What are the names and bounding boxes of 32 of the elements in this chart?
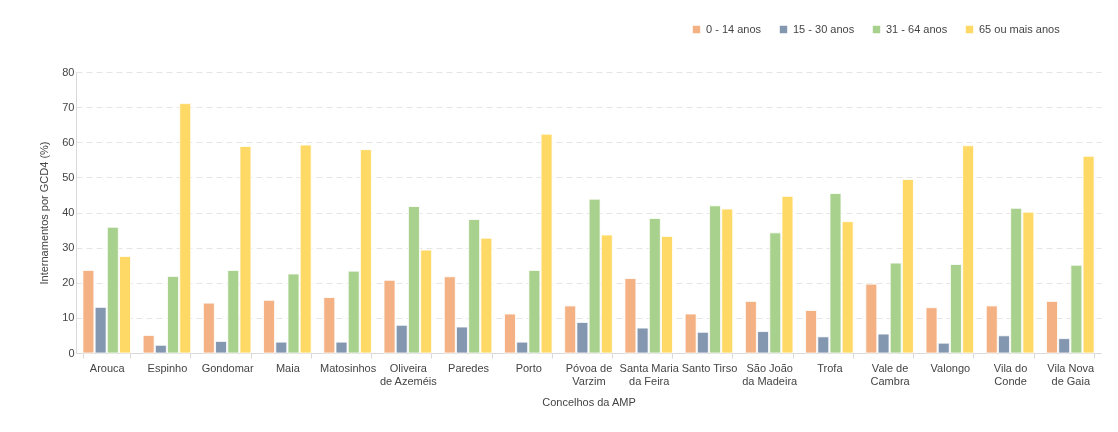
y-tick-label: 10 [62, 311, 75, 324]
x-tick-label: Paredes [448, 361, 490, 374]
x-tick-label: Gondomar [201, 361, 254, 374]
x-tick-label: Santo Tirso [681, 361, 738, 374]
y-tick-label: 30 [62, 241, 75, 254]
x-tick-label: Póvoa de Varzim [565, 361, 613, 387]
legend-label: 65 ou mais anos [979, 22, 1061, 35]
legend-label: 15 - 30 anos [793, 22, 855, 35]
x-tick-label: Porto [515, 361, 542, 374]
x-tick-label: Vila do Conde [993, 361, 1028, 387]
legend-label: 31 - 64 anos [886, 22, 948, 35]
x-tick-label: Valongo [930, 361, 971, 374]
y-tick-label: 70 [62, 100, 75, 113]
y-tick-label: 50 [62, 170, 75, 183]
x-tick-label: Oliveira de Azeméis [379, 361, 438, 387]
x-axis-title: Concelhos da AMP [542, 395, 636, 408]
y-tick-label: 40 [62, 206, 75, 218]
x-tick-label: Maia [275, 361, 301, 374]
x-tick-label: São João da Madeira [742, 361, 799, 387]
y-tick-label: 60 [62, 135, 75, 148]
x-tick-label: Arouca [89, 361, 126, 374]
x-tick-label: Trofa [817, 361, 844, 374]
legend-label: 0 - 14 anos [706, 22, 762, 35]
y-tick-label: 0 [68, 346, 75, 359]
y-tick-label: 20 [62, 276, 75, 289]
x-tick-label: Vila Nova de Gaia [1047, 361, 1096, 387]
x-tick-label: Espinho [147, 361, 188, 374]
y-axis-title: Internamentos por GCD4 (%) [38, 141, 51, 285]
x-tick-label: Matosinhos [319, 361, 377, 374]
y-tick-label: 80 [62, 65, 75, 78]
x-tick-label: Vale de Cambra [870, 361, 911, 387]
x-tick-label: Santa Maria da Feira [619, 361, 680, 387]
